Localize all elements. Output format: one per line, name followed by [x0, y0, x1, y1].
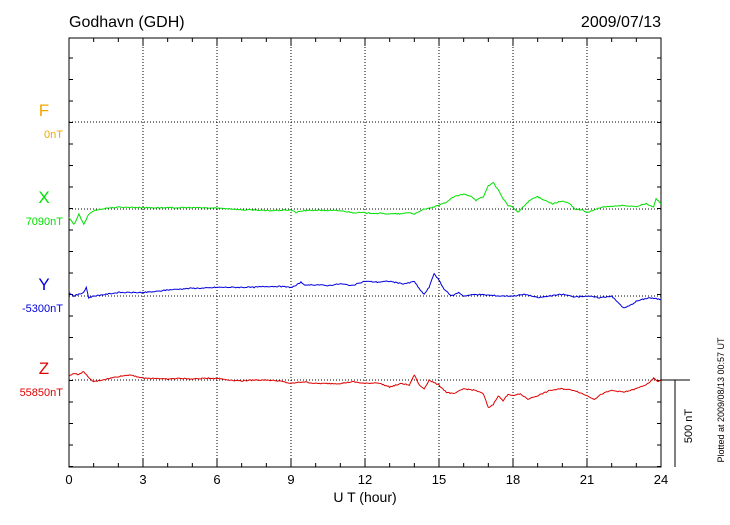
x-tick-label-6: 6 [213, 472, 220, 487]
series-name-Y: Y [38, 275, 49, 294]
x-tick-label-18: 18 [506, 472, 520, 487]
series-line-Y [68, 272, 662, 309]
x-axis-label: U T (hour) [333, 489, 396, 505]
x-tick-label-3: 3 [139, 472, 146, 487]
x-tick-label-9: 9 [287, 472, 294, 487]
x-tick-label-21: 21 [580, 472, 594, 487]
grid-lines [69, 38, 661, 467]
plotted-note: Plotted at 2009/08/13 00:57 UT [716, 337, 726, 463]
scale-bar: 500 nT [661, 379, 695, 467]
series-baseline-Z: 55850nT [20, 387, 64, 399]
x-axis: 0 3 6 9 12 15 18 21 24 [65, 38, 668, 487]
station-title: Godhavn (GDH) [69, 14, 185, 31]
x-tick-label-12: 12 [358, 472, 372, 487]
series-baseline-Y: -5300nT [22, 303, 63, 315]
scale-bar-label: 500 nT [683, 409, 695, 444]
x-tick-label-24: 24 [654, 472, 668, 487]
series-line-X [68, 181, 662, 226]
series-name-Z: Z [39, 359, 49, 378]
x-tick-label-15: 15 [432, 472, 446, 487]
series-baseline-F: 0nT [44, 129, 63, 141]
series-line-Z [68, 371, 662, 408]
date-label: 2009/07/13 [581, 14, 661, 31]
x-tick-label-0: 0 [65, 472, 72, 487]
series-lines [68, 181, 662, 408]
series-name-F: F [39, 101, 49, 120]
plot-frame [68, 37, 662, 468]
series-name-X: X [38, 188, 49, 207]
series-baseline-X: 7090nT [26, 216, 64, 228]
series-labels: F 0nT X 7090nT Y -5300nT Z 55850nT [20, 101, 64, 399]
